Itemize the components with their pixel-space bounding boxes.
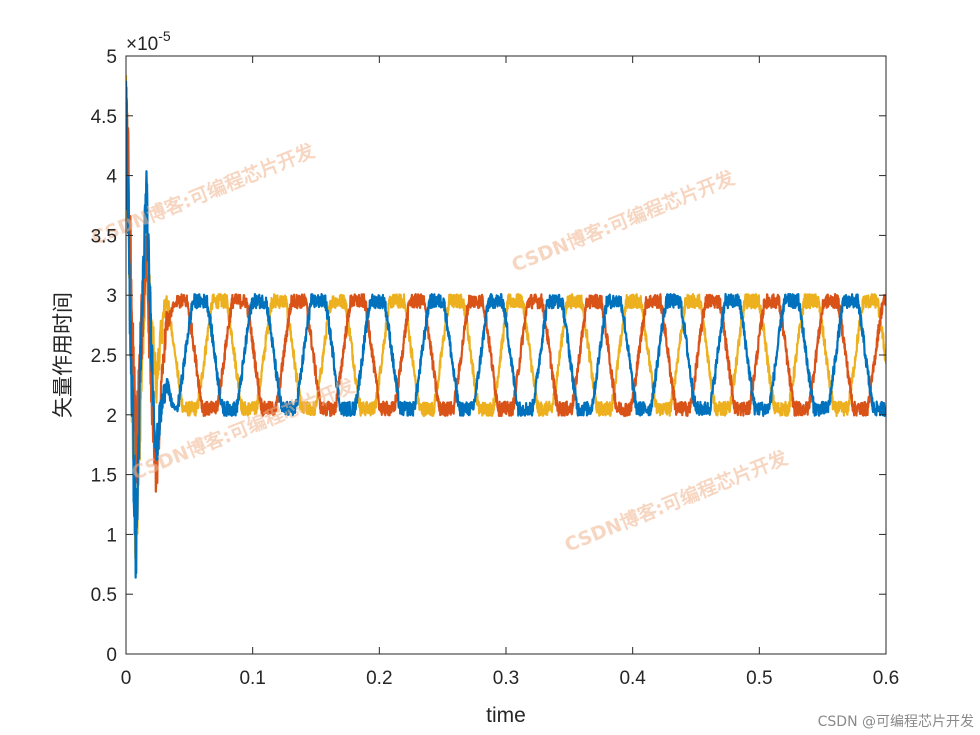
x-tick-label: 0.6 xyxy=(873,668,899,689)
x-tick-label: 0.3 xyxy=(493,668,519,689)
x-tick-label: 0.1 xyxy=(239,668,265,689)
source-credit: CSDN @可编程芯片开发 xyxy=(817,714,974,730)
y-axis-label: 矢量作用时间 xyxy=(51,292,75,418)
series-line-1 xyxy=(126,80,886,579)
series-line-3 xyxy=(126,75,886,562)
y-tick-label: 4.5 xyxy=(91,107,117,128)
y-tick-label: 4 xyxy=(106,167,117,188)
y-axis-exponent: ×10-5 xyxy=(126,28,171,55)
y-tick-label: 1 xyxy=(106,525,117,546)
y-tick-label: 2.5 xyxy=(91,346,117,367)
x-tick-label: 0.5 xyxy=(746,668,772,689)
y-tick-label: 3 xyxy=(106,286,117,307)
y-tick-label: 0 xyxy=(106,645,117,666)
axis-layer: 0 0.1 0.2 0.3 0.4 0.5 0.6 0 0.5 1 1.5 2 2.5 3 3.5 4 4.5 5 xyxy=(91,47,900,689)
x-axis-label: time xyxy=(486,704,526,727)
y-tick-label: 2 xyxy=(106,406,117,427)
y-tick-label: 5 xyxy=(106,47,117,68)
x-tick-label: 0.2 xyxy=(366,668,392,689)
x-tick-label: 0.4 xyxy=(619,668,646,689)
series-layer xyxy=(126,75,886,579)
series-line-2 xyxy=(126,98,886,493)
y-tick-label: 1.5 xyxy=(91,466,117,487)
y-tick-label: 3.5 xyxy=(91,226,117,247)
y-tick-label: 0.5 xyxy=(91,585,117,606)
x-tick-label: 0 xyxy=(121,668,132,689)
